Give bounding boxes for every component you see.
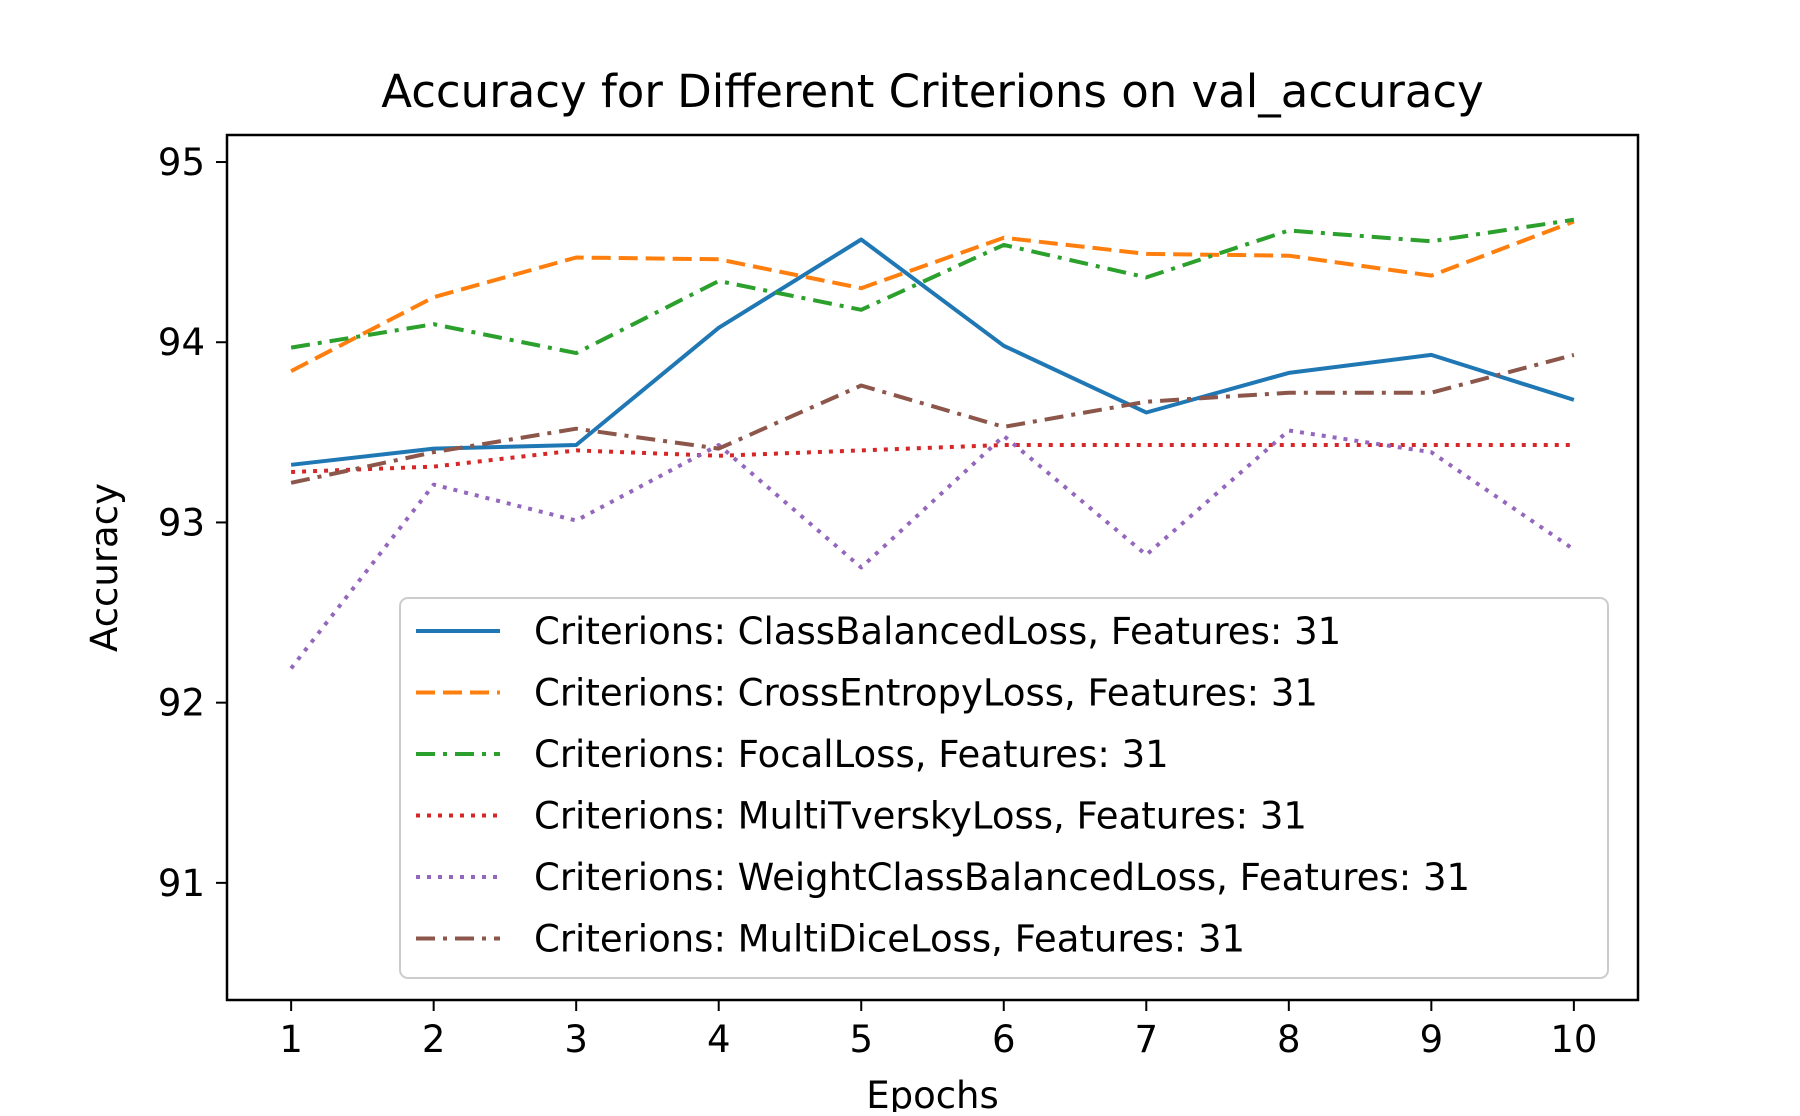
series-line-4 bbox=[291, 443, 1574, 474]
y-tick-label: 93 bbox=[158, 501, 205, 544]
y-tick-label: 92 bbox=[158, 682, 205, 725]
legend-label-6: Criterions: MultiDiceLoss, Features: 31 bbox=[534, 918, 1245, 961]
x-axis-label: Epochs bbox=[866, 1074, 999, 1112]
legend-label-1: Criterions: ClassBalancedLoss, Features:… bbox=[534, 610, 1341, 653]
legend-label-4: Criterions: MultiTverskyLoss, Features: … bbox=[534, 795, 1307, 838]
chart-title: Accuracy for Different Criterions on val… bbox=[381, 65, 1484, 118]
plot-area: 1 2 3 4 5 6 7 8 9 10 91 92 93 94 95 bbox=[158, 133, 1640, 1061]
x-tick-label: 10 bbox=[1550, 1018, 1597, 1061]
legend-box bbox=[399, 597, 1609, 979]
x-tick-label: 3 bbox=[564, 1018, 588, 1061]
x-tick-label: 6 bbox=[992, 1018, 1016, 1061]
x-tick-label: 9 bbox=[1420, 1018, 1444, 1061]
legend-label-2: Criterions: CrossEntropyLoss, Features: … bbox=[534, 672, 1318, 715]
y-tick-label: 91 bbox=[158, 862, 205, 905]
x-tick-label: 5 bbox=[849, 1018, 873, 1061]
series-line-1 bbox=[290, 237, 1575, 467]
series-line-6 bbox=[290, 352, 1575, 485]
axes-frame bbox=[225, 133, 1640, 1002]
legend-label-3: Criterions: FocalLoss, Features: 31 bbox=[534, 733, 1169, 776]
series-line-2 bbox=[290, 219, 1575, 373]
x-tick-label: 2 bbox=[422, 1018, 446, 1061]
x-tick-label: 7 bbox=[1135, 1018, 1159, 1061]
y-tick-label: 94 bbox=[158, 321, 205, 364]
legend-label-5: Criterions: WeightClassBalancedLoss, Fea… bbox=[534, 856, 1470, 899]
x-tick-label: 4 bbox=[707, 1018, 731, 1061]
y-tick-label: 95 bbox=[158, 141, 205, 184]
x-tick-label: 8 bbox=[1277, 1018, 1301, 1061]
series-line-5 bbox=[289, 428, 1576, 670]
legend: Criterions: ClassBalancedLoss, Features:… bbox=[399, 597, 1609, 979]
x-tick-label: 1 bbox=[279, 1018, 303, 1061]
y-axis-label: Accuracy bbox=[83, 483, 126, 652]
series-line-3 bbox=[290, 217, 1575, 356]
